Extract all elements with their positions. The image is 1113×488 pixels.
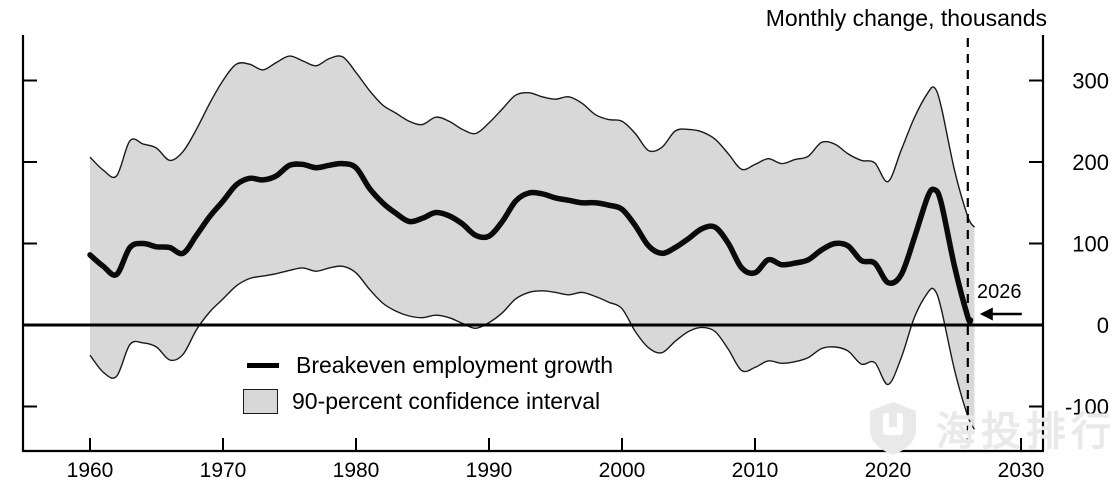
x-tick-label: 1970 bbox=[200, 459, 247, 482]
breakeven-line bbox=[87, 160, 974, 325]
x-tick-label: 2030 bbox=[998, 459, 1045, 482]
x-tick-label: 1960 bbox=[67, 459, 114, 482]
breakeven-line-swatch bbox=[247, 363, 279, 368]
x-tick-label: 2020 bbox=[865, 459, 912, 482]
confidence-band-swatch bbox=[243, 389, 278, 414]
x-tick-label: 2010 bbox=[732, 459, 779, 482]
arrow-left-icon bbox=[979, 307, 993, 321]
legend-item-breakeven: Breakeven employment growth bbox=[243, 351, 613, 380]
chart-title: Monthly change, thousands bbox=[765, 5, 1047, 31]
watermark: 海投排行 bbox=[866, 399, 1113, 457]
confidence-band bbox=[90, 55, 975, 430]
watermark-text: 海投排行 bbox=[936, 410, 1113, 454]
confidence-band-lower-edge bbox=[89, 265, 976, 430]
annotation-2026-label: 2026 bbox=[977, 281, 1022, 303]
x-tick-label: 1980 bbox=[333, 459, 380, 482]
y-tick-label: 300 bbox=[1072, 69, 1109, 94]
legend-label-confidence-interval: 90-percent confidence interval bbox=[292, 388, 601, 414]
y-tick-label: 200 bbox=[1072, 150, 1109, 175]
x-tick-label: 2000 bbox=[599, 459, 646, 482]
legend-item-confidence-interval: 90-percent confidence interval bbox=[243, 387, 613, 416]
legend-label-breakeven: Breakeven employment growth bbox=[296, 352, 614, 378]
y-tick-label: 0 bbox=[1097, 313, 1109, 338]
y-tick-label: 100 bbox=[1072, 232, 1109, 257]
watermark-shield-icon bbox=[870, 401, 916, 455]
confidence-band-upper-edge bbox=[89, 55, 976, 228]
legend: Breakeven employment growth 90-percent c… bbox=[243, 351, 613, 423]
y-tick-label: -100 bbox=[1065, 395, 1109, 420]
x-tick-label: 1990 bbox=[466, 459, 513, 482]
